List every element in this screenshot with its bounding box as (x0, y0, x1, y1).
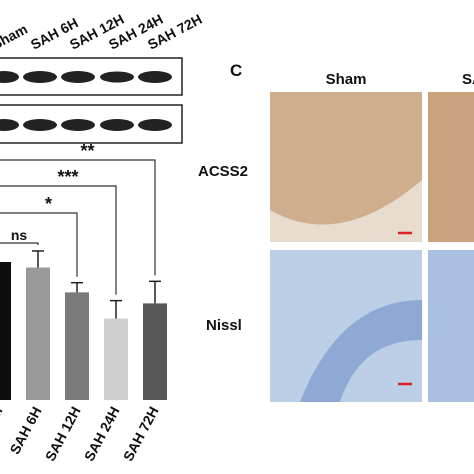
bar (143, 303, 167, 400)
blot-band (23, 71, 57, 83)
blot-band (61, 119, 95, 131)
blot-band (23, 119, 57, 131)
micrograph (428, 250, 474, 402)
significance-bracket (0, 159, 156, 276)
row-label: Nissl (206, 317, 242, 334)
significance-label: ** (80, 141, 94, 161)
significance-bracket (0, 185, 117, 295)
blot-band (100, 71, 134, 83)
panel-letter: C (230, 61, 242, 80)
significance-bracket (0, 242, 39, 245)
blot-band (0, 119, 19, 131)
column-label: SAH (462, 71, 474, 88)
blot-band (138, 119, 172, 131)
significance-label: * (45, 194, 52, 214)
blot-band (61, 71, 95, 83)
bar (0, 262, 11, 400)
significance-bracket (0, 212, 78, 277)
western-blot (0, 57, 183, 144)
micrograph-region (300, 300, 422, 402)
row-label: ACSS2 (198, 163, 248, 180)
significance-label: ns (11, 227, 28, 243)
bar (65, 292, 89, 400)
panel-c: C Sham SAH ACSS2 Nissl (198, 61, 474, 402)
column-label: Sham (326, 71, 367, 88)
bar (26, 267, 50, 400)
bar (104, 318, 128, 400)
micrograph (428, 92, 474, 242)
blot-band (100, 119, 134, 131)
blot-band (0, 71, 19, 83)
significance-label: *** (57, 167, 78, 187)
blot-band (138, 71, 172, 83)
micrograph-region (270, 180, 422, 242)
